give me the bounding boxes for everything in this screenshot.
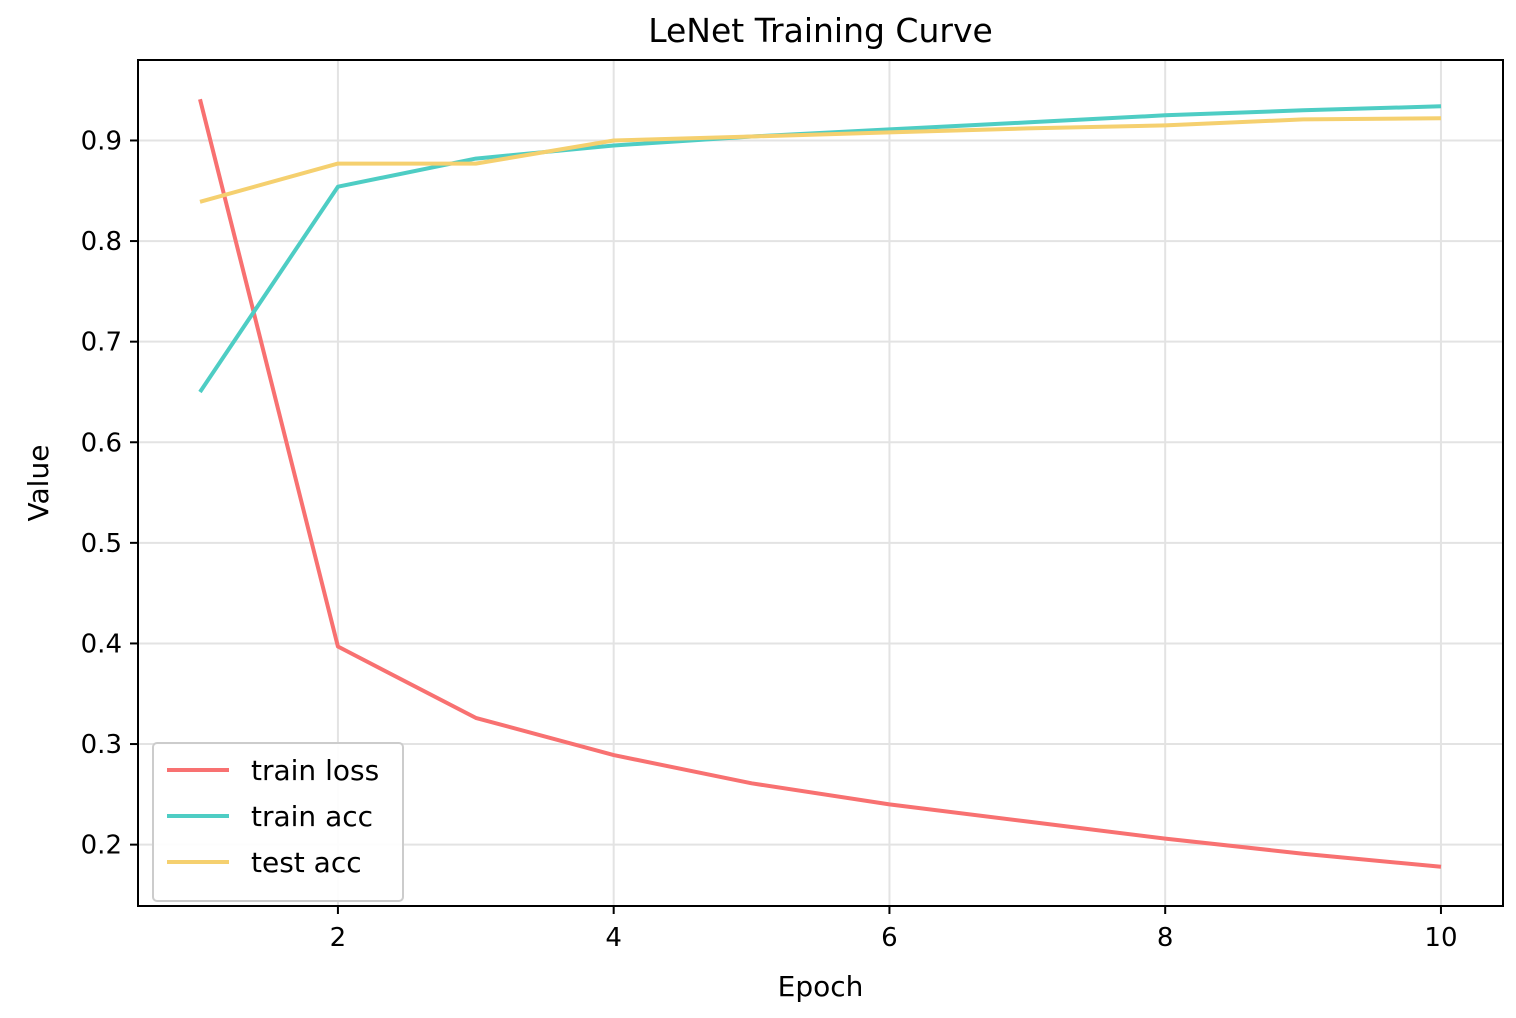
x-tick-label: 8 — [1157, 923, 1174, 953]
axis-ticks: 2 4 6 8 10 0.2 0.3 0.4 0.5 0.6 0.7 0.8 0.9 — [81, 126, 1458, 953]
y-tick-label: 0.3 — [81, 730, 122, 760]
grid — [138, 60, 1503, 906]
y-tick-label: 0.9 — [81, 126, 122, 156]
plot-frame — [137, 59, 1504, 907]
y-axis-label: Value — [22, 445, 55, 522]
plot-lines — [198, 98, 1442, 869]
legend-label: train loss — [251, 754, 379, 787]
y-tick-label: 0.4 — [81, 629, 122, 659]
chart-title: LeNet Training Curve — [648, 11, 993, 50]
series-line-train-loss — [198, 98, 1442, 869]
series-line-test-acc — [199, 116, 1442, 204]
legend-label: train acc — [251, 800, 373, 833]
y-tick-label: 0.2 — [81, 831, 122, 861]
legend: train loss train acc test acc — [152, 742, 404, 902]
x-axis-label: Epoch — [778, 970, 864, 1003]
y-tick-label: 0.5 — [81, 529, 122, 559]
y-tick-label: 0.7 — [81, 328, 122, 358]
x-tick-label: 6 — [881, 923, 898, 953]
y-tick-label: 0.8 — [81, 227, 122, 257]
x-tick-label: 10 — [1424, 923, 1457, 953]
y-tick-label: 0.6 — [81, 428, 122, 458]
x-tick-label: 2 — [330, 923, 347, 953]
x-tick-label: 4 — [605, 923, 622, 953]
legend-label: test acc — [251, 846, 362, 879]
